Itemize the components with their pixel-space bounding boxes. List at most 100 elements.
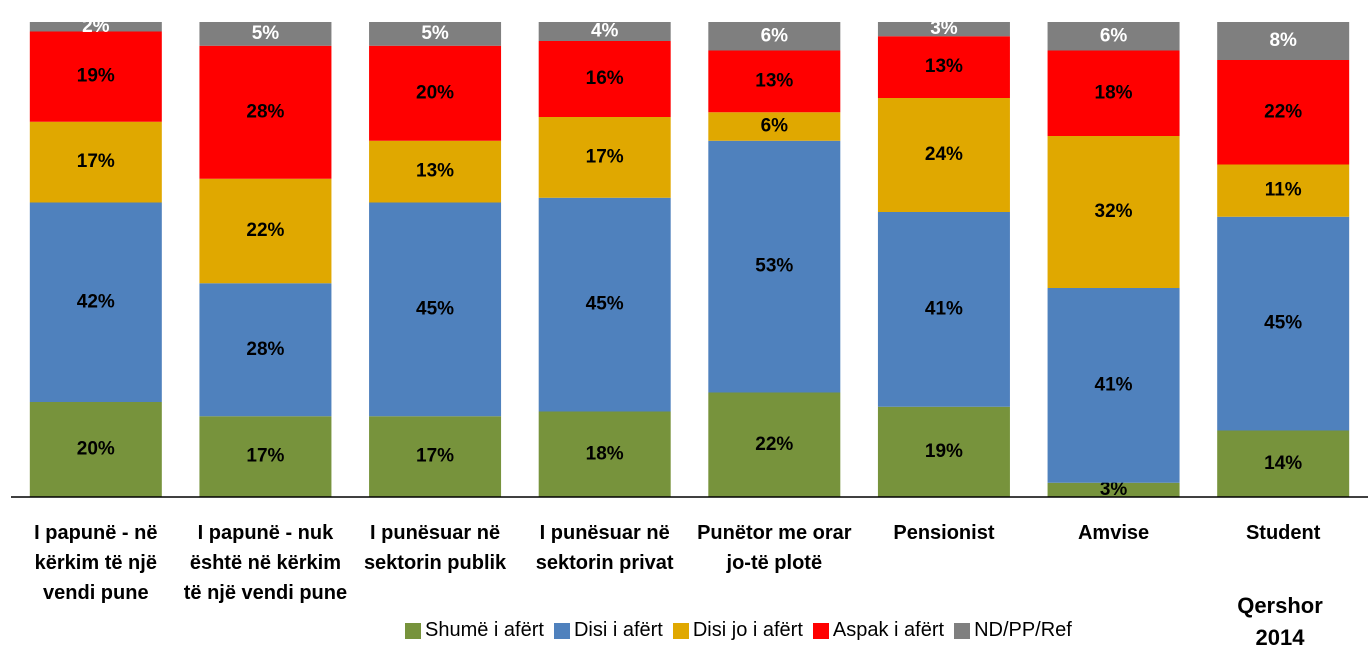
bar-segment [29,31,162,122]
bar-segment [199,178,332,284]
data-label: 11% [1265,180,1302,201]
legend-swatch [553,622,570,639]
data-label: 8% [1269,30,1297,51]
bar-segment [1047,22,1180,51]
bar-segment [708,140,841,393]
legend-label: ND/PP/Ref [974,619,1072,641]
bar-segment [538,22,671,41]
data-label: 22% [1264,101,1302,122]
legend-label: Aspak i afërt [832,619,945,641]
data-label: 42% [77,291,115,312]
data-label: 19% [77,66,115,87]
data-label: 6% [761,25,789,46]
bar-segment [708,50,841,113]
bar-segment [538,197,671,412]
data-label: 28% [246,339,284,360]
data-label: 3% [1100,479,1128,500]
bar-segment [1217,216,1350,431]
x-tick-label: Punëtor me orar jo-të plotë [697,522,852,574]
data-label: 17% [246,446,284,467]
bar-segment [877,212,1010,407]
data-label: 22% [755,434,793,455]
legend-label: Shumë i afërt [425,619,544,641]
data-label: 20% [77,439,115,460]
bar-segment [1217,430,1350,497]
data-label: 22% [246,220,284,241]
data-label: 3% [930,18,958,39]
data-label: 17% [77,151,115,172]
bar-segment [369,140,502,203]
bar-segment [1047,50,1180,136]
bar-segment [708,392,841,497]
bar-segment [369,22,502,46]
bar-segment [369,416,502,497]
bar-segment [29,22,162,32]
data-label: 45% [416,298,454,319]
bar-segment [538,41,671,117]
bar-segment [1047,482,1180,497]
data-label: 5% [252,23,280,44]
bar-segment [877,36,1010,98]
data-label: 6% [1100,25,1128,46]
data-label: 19% [925,441,963,462]
bar-segment [369,45,502,141]
data-label: 18% [1095,82,1133,103]
bar-segment [877,98,1010,212]
legend-item: Shumë i afërt [405,619,544,642]
bar-segment [1047,136,1180,288]
bar-segment [877,406,1010,497]
legend-label: Disi i afërt [573,619,663,641]
x-tick-label: Pensionist [893,522,995,544]
data-label: 6% [761,116,789,137]
annotation: Qershor 2014 [1237,593,1323,650]
bar-segment [199,416,332,497]
data-label: 41% [1095,374,1133,395]
data-label: 45% [1264,313,1302,334]
data-label: 4% [591,21,619,42]
data-label: 41% [925,298,963,319]
data-label: 24% [925,144,963,165]
data-label: 16% [586,68,624,89]
data-label: 13% [755,70,793,91]
bar-segment [1217,60,1350,165]
legend-item: Aspak i afërt [812,619,945,642]
bar-segment [29,402,162,497]
bar-segment [1217,22,1350,60]
data-label: 5% [421,23,449,44]
bar-segment [708,112,841,141]
data-label: 2% [82,16,110,37]
legend-swatch [954,622,971,639]
data-label: 13% [416,161,454,182]
bar-segment [1217,164,1350,217]
data-label: 17% [416,446,454,467]
bar-segment [199,22,332,46]
bar-segment [708,22,841,51]
bar-segment [199,45,332,179]
bar-segment [877,22,1010,37]
legend-swatch [405,622,421,639]
bar-segment [1047,288,1180,483]
data-label: 28% [246,101,284,122]
bar-segment [199,283,332,417]
legend-swatch [672,622,689,639]
legend-label: Disi jo i afërt [692,619,803,641]
bar-segment [369,202,502,417]
x-tick-label: I papunë - në kërkim të një vendi pune [34,522,158,604]
data-label: 14% [1264,453,1302,474]
bar-segment [29,121,162,203]
data-label: 18% [586,443,624,464]
x-tick-label: Student [1245,522,1321,544]
x-tick-label: I punësuar në sektorin publik [363,522,507,574]
legend-item: ND/PP/Ref [954,619,1072,642]
legend-item: Disi i afërt [553,619,663,642]
bar-segment [29,202,162,402]
legend-item: Disi jo i afërt [672,619,803,642]
data-label: 17% [586,146,624,167]
data-label: 32% [1095,201,1133,222]
bar-segment [538,117,671,198]
data-label: 45% [586,294,624,315]
x-tick-label: I papunë - nuk është në kërkim të një ve… [183,522,348,604]
x-tick-label: I punësuar në sektorin privat [535,522,674,574]
